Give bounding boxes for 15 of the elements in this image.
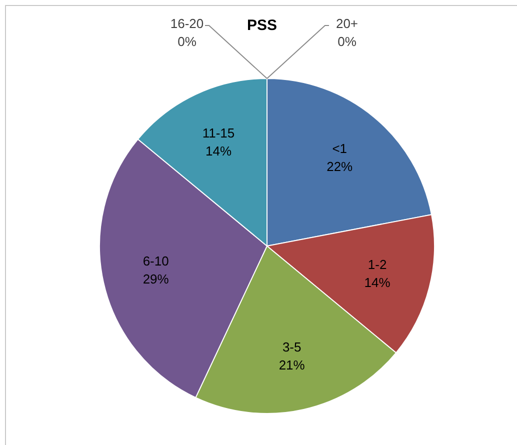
chart-title: PSS — [246, 17, 278, 34]
data-label: 14% — [364, 274, 391, 290]
slice-label: 11-15 — [202, 126, 235, 141]
data-label: 21% — [278, 358, 306, 373]
text: 0% — [178, 34, 196, 50]
slice-label: 3-5 — [282, 340, 302, 355]
data-label: 29% — [142, 271, 170, 286]
slice-label: 1-2 — [368, 256, 387, 272]
data-label: 14% — [205, 144, 232, 159]
text: 0% — [338, 34, 356, 50]
slice-label: <1 — [332, 140, 348, 156]
category-label: 20+ — [336, 16, 358, 32]
slice-label: 6-10 — [142, 253, 169, 268]
data-label: 22% — [326, 158, 354, 174]
category-label: 16-20 — [170, 16, 204, 32]
